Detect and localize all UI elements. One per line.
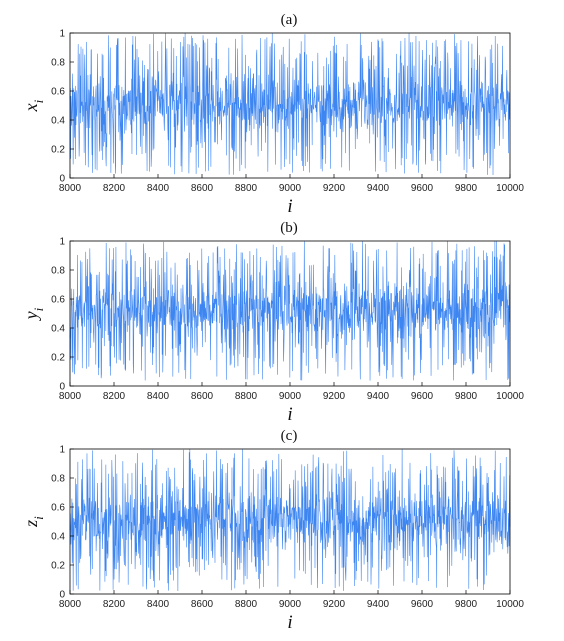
- panel-b-ytick-label: 0.2: [51, 353, 65, 364]
- panel-c-ytick-label: 0.8: [51, 474, 65, 485]
- panel-c-xtick-label: 8200: [103, 599, 126, 610]
- panel-b-title: (b): [280, 220, 298, 236]
- panel-b-xtick-label: 8400: [147, 391, 170, 402]
- panel-c-ylabel-base: z: [21, 520, 41, 528]
- panel-b-ylabel-base: y: [21, 311, 41, 321]
- panel-c-xtick-label: 8400: [147, 599, 170, 610]
- panel-c-xtick-label: 10000: [496, 599, 524, 610]
- panel-c-series: [69, 449, 511, 591]
- panel-c-ytick-label: 0: [59, 590, 65, 601]
- panel-a-ytick-label: 0.2: [51, 145, 65, 156]
- panel-a-xtick-label: 8000: [59, 183, 82, 194]
- panel-a-xtick-label: 8800: [235, 183, 258, 194]
- panel-c-ticks: 8000 8200 8400 8600 8800 9000 9200 9400 9600 9800…: [51, 445, 524, 611]
- panel-c-xtick-label: 9800: [455, 599, 478, 610]
- panel-c-ytick-label: 0.4: [51, 532, 65, 543]
- panel-b-ticks: 8000 8200 8400 8600 8800 9000 9200 9400 9600 9800…: [51, 237, 524, 403]
- panel-c-title: (c): [281, 428, 298, 444]
- panel-a-xtick-label: 8400: [147, 183, 170, 194]
- panel-b-xtick-label: 8800: [235, 391, 258, 402]
- panel-a-ytick-label: 0.8: [51, 58, 65, 69]
- panel-b-xtick-label: 10000: [496, 391, 524, 402]
- panel-b-xtick-label: 9400: [367, 391, 390, 402]
- panel-a-xlabel: i: [287, 196, 292, 217]
- panel-c-xtick-label: 9400: [367, 599, 390, 610]
- panel-a-xtick-label: 9000: [279, 183, 302, 194]
- panel-b-xtick-label: 9600: [411, 391, 434, 402]
- panel-c-series-line: [69, 449, 511, 591]
- panel-c-ytick-label: 0.2: [51, 561, 65, 572]
- panel-b-xtick-label: 9000: [279, 391, 302, 402]
- panel-b-ytick-label: 0.6: [51, 295, 65, 306]
- panel-a-xtick-label: 9400: [367, 183, 390, 194]
- panel-a-xtick-label: 10000: [496, 183, 524, 194]
- panel-b-xtick-label: 9200: [323, 391, 346, 402]
- panel-b-series: [69, 241, 511, 381]
- panel-a-xtick-label: 9600: [411, 183, 434, 194]
- panel-c: (c) 8000 8200 8400 8600 8800 9000 9200 9400 9600…: [21, 428, 524, 633]
- panel-a-xtick-label: 9200: [323, 183, 346, 194]
- panel-b-ylabel: yi: [21, 307, 46, 321]
- panel-c-ylabel-sub: i: [31, 516, 46, 520]
- panel-a-ylabel-base: x: [21, 103, 41, 112]
- panel-c-ytick-label: 1: [59, 445, 65, 456]
- panel-b-ytick-label: 0.8: [51, 266, 65, 277]
- panel-c-xtick-label: 8000: [59, 599, 82, 610]
- panel-b-xlabel: i: [287, 404, 292, 425]
- panel-c-ytick-label: 0.6: [51, 503, 65, 514]
- panel-b-xtick-label: 9800: [455, 391, 478, 402]
- panel-a: (a) 8000 8200 8400 8600 8800 9000 9200 9400 9600…: [21, 12, 524, 217]
- panel-b-ytick-label: 0: [59, 382, 65, 393]
- panel-c-ylabel: zi: [21, 516, 46, 528]
- panel-a-title: (a): [281, 12, 298, 28]
- panel-a-ylabel-sub: i: [31, 99, 46, 103]
- panel-a-ylabel: xi: [21, 99, 46, 112]
- panel-b-series-line: [69, 241, 511, 381]
- panel-a-ytick-label: 0.4: [51, 116, 65, 127]
- panel-a-ytick-label: 1: [59, 29, 65, 40]
- panel-c-xtick-label: 9600: [411, 599, 434, 610]
- panel-b-xtick-label: 8200: [103, 391, 126, 402]
- panel-c-xtick-label: 8800: [235, 599, 258, 610]
- panel-a-series: [69, 33, 511, 175]
- panel-c-xlabel: i: [287, 612, 292, 633]
- panel-c-xtick-label: 8600: [191, 599, 214, 610]
- panel-a-xtick-label: 9800: [455, 183, 478, 194]
- panel-b-xtick-label: 8600: [191, 391, 214, 402]
- panel-b-xtick-label: 8000: [59, 391, 82, 402]
- panel-b-ytick-label: 1: [59, 237, 65, 248]
- panel-a-series-line: [69, 33, 511, 175]
- panel-b-ylabel-sub: i: [31, 307, 46, 311]
- panel-a-xtick-label: 8200: [103, 183, 126, 194]
- panel-a-xtick-label: 8600: [191, 183, 214, 194]
- panel-c-xtick-label: 9200: [323, 599, 346, 610]
- panel-a-ticks: 8000 8200 8400 8600 8800 9000 9200 9400 9600 9800…: [51, 29, 524, 195]
- panel-c-xtick-label: 9000: [279, 599, 302, 610]
- panel-b: (b) 8000 8200 8400 8600 8800 9000 9200 9400 9600…: [21, 220, 524, 425]
- panel-a-ytick-label: 0.6: [51, 87, 65, 98]
- panel-a-ytick-label: 0: [59, 174, 65, 185]
- panel-b-ytick-label: 0.4: [51, 324, 65, 335]
